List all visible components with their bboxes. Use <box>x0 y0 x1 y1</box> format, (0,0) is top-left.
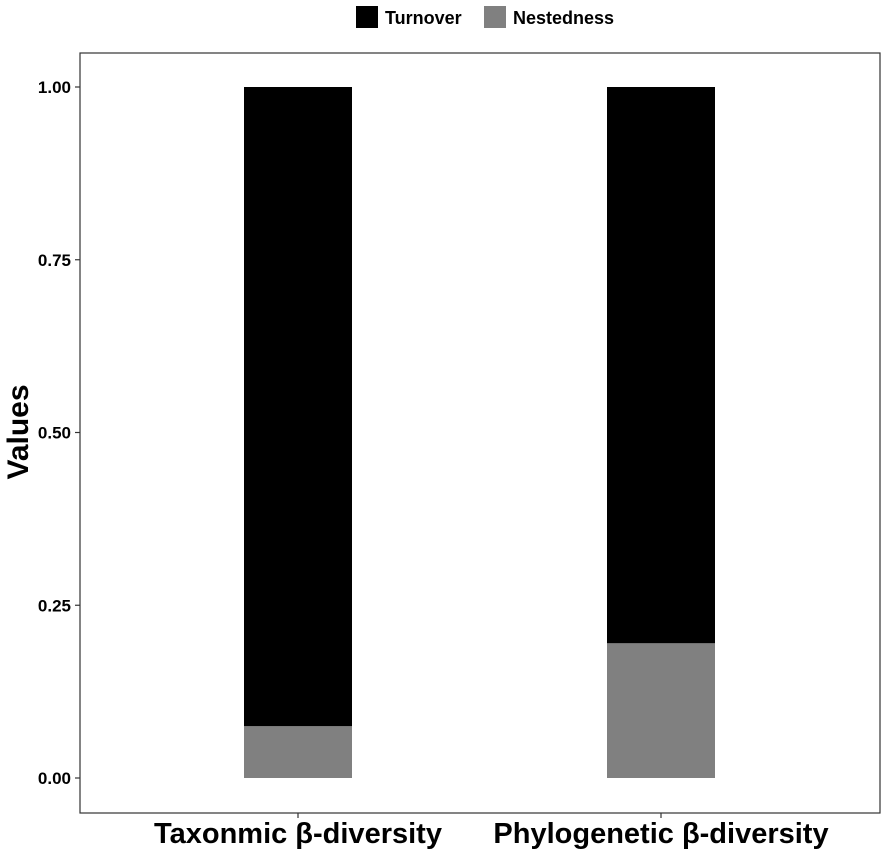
x-tick-label: Taxonmic β-diversity <box>154 818 442 850</box>
bar-turnover-2 <box>607 87 715 644</box>
legend-label-turnover: Turnover <box>385 8 462 28</box>
legend: Turnover Nestedness <box>356 6 614 28</box>
x-tick-label: Phylogenetic β-diversity <box>493 818 828 850</box>
y-tick-label: 0.75 <box>38 251 71 270</box>
bar-nestedness-2 <box>607 643 715 778</box>
legend-swatch-turnover <box>356 6 378 28</box>
y-tick-label: 0.00 <box>38 769 71 788</box>
bars <box>244 87 715 778</box>
x-axis: Taxonmic β-diversity Phylogenetic β-diver… <box>154 813 829 850</box>
legend-label-nestedness: Nestedness <box>513 8 614 28</box>
y-axis: 0.00 0.25 0.50 0.75 1.00 <box>38 78 80 788</box>
y-tick-label: 1.00 <box>38 78 71 97</box>
y-axis-label: Values <box>2 384 35 479</box>
bar-turnover-1 <box>244 87 352 727</box>
bar-nestedness-1 <box>244 726 352 778</box>
y-tick-label: 0.50 <box>38 424 71 443</box>
plot-panel-border <box>79 52 881 814</box>
legend-swatch-nestedness <box>484 6 506 28</box>
y-tick-label: 0.25 <box>38 596 71 615</box>
